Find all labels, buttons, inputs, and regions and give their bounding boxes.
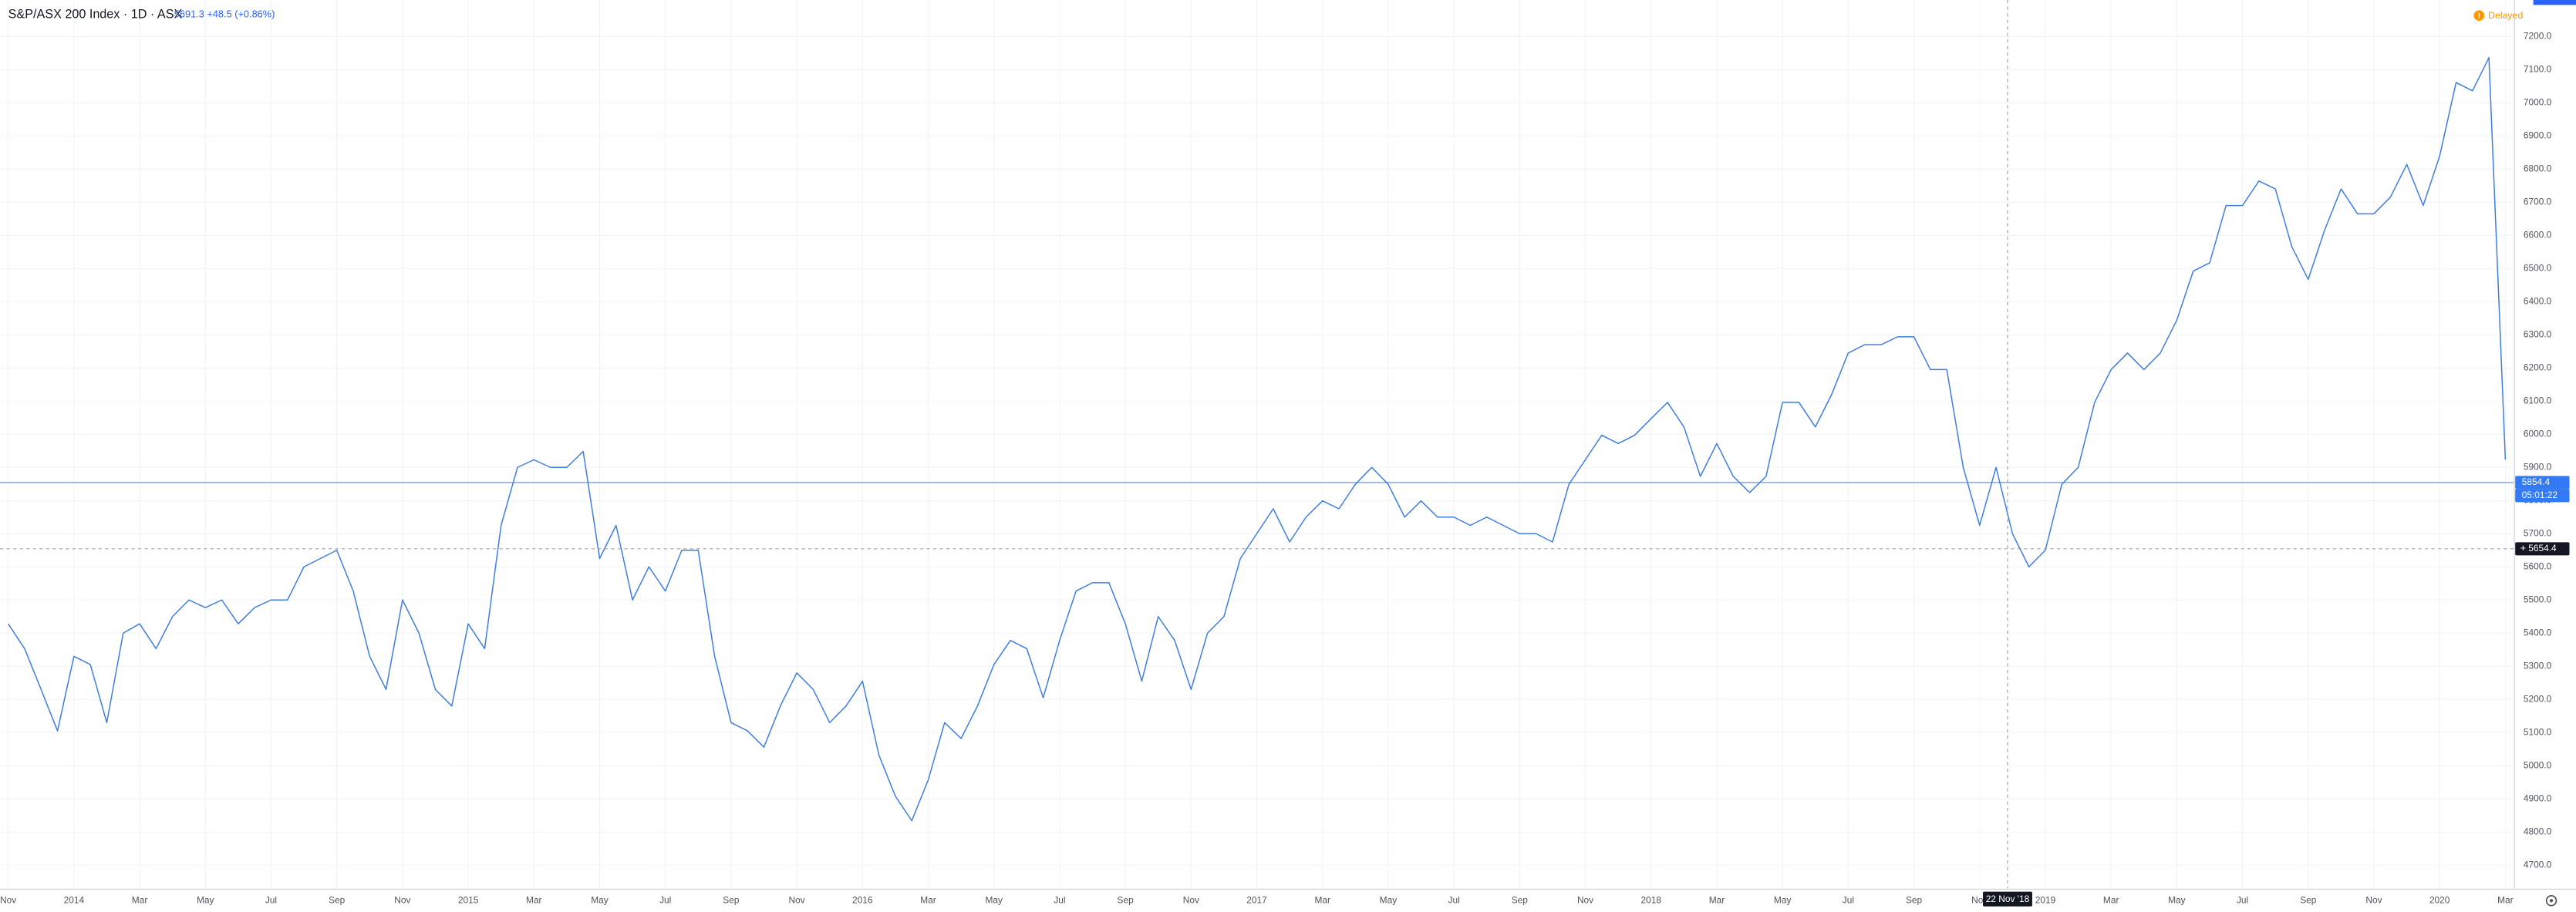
prev-close-box <box>2515 542 2570 556</box>
x-tick-label: Nov <box>1577 894 1593 905</box>
x-tick-label: May <box>197 894 214 905</box>
y-tick-label: 6300.0 <box>2524 328 2552 339</box>
y-tick-label: 7200.0 <box>2524 30 2552 41</box>
y-tick-label: 6600.0 <box>2524 229 2552 240</box>
y-tick-label: 6200.0 <box>2524 362 2552 372</box>
y-tick-label: 6500.0 <box>2524 262 2552 273</box>
countdown-box <box>2515 489 2570 503</box>
x-tick-label: Sep <box>329 894 346 905</box>
settings-gear[interactable] <box>2545 895 2557 907</box>
x-tick-label: Jul <box>1843 894 1854 905</box>
x-tick-label: Sep <box>1906 894 1923 905</box>
y-tick-label: 5900.0 <box>2524 461 2552 472</box>
x-tick-label: Sep <box>2300 894 2317 905</box>
x-tick-label: Jul <box>2237 894 2248 905</box>
x-tick-label: May <box>2168 894 2186 905</box>
top-button[interactable] <box>2533 0 2576 5</box>
current-price-box <box>2515 476 2570 490</box>
settings-gear-center[interactable] <box>2549 899 2554 903</box>
x-tick-label: Mar <box>526 894 542 905</box>
x-tick-label: Nov <box>1183 894 1199 905</box>
x-tick-label: Mar <box>920 894 936 905</box>
y-tick-label: 5200.0 <box>2524 693 2552 704</box>
y-tick-label: 7000.0 <box>2524 96 2552 107</box>
prev-close-plus: + <box>2520 542 2526 554</box>
y-tick-label: 5100.0 <box>2524 726 2552 737</box>
y-tick-label: 6700.0 <box>2524 196 2552 207</box>
y-tick-label: 5700.0 <box>2524 527 2552 538</box>
y-tick-label: 6900.0 <box>2524 130 2552 140</box>
y-tick-label: 5400.0 <box>2524 627 2552 638</box>
x-tick-label: Jul <box>265 894 277 905</box>
x-tick-label: Sep <box>1512 894 1529 905</box>
x-tick-label: Nov <box>0 894 16 905</box>
x-tick-label: Jul <box>1054 894 1065 905</box>
x-tick-label: 2018 <box>1641 894 1662 905</box>
x-tick-label: May <box>591 894 609 905</box>
y-tick-label: 5000.0 <box>2524 759 2552 770</box>
x-tick-label: Nov <box>2365 894 2382 905</box>
x-tick-label: May <box>985 894 1003 905</box>
x-tick-label: 2020 <box>2429 894 2450 905</box>
settings-icon[interactable] <box>2545 895 2557 907</box>
current-price-label: 5854.4 <box>2522 476 2551 487</box>
crosshair-date-label: 22 Nov '18 <box>1986 893 2030 904</box>
y-tick-label: 6100.0 <box>2524 395 2552 406</box>
x-tick-label: Jul <box>659 894 671 905</box>
y-tick-label: 6800.0 <box>2524 163 2552 173</box>
x-tick-label: Jul <box>1448 894 1460 905</box>
x-tick-label: Sep <box>723 894 740 905</box>
x-tick-label: 2014 <box>64 894 85 905</box>
price-change: +48.5 (+0.86%) <box>207 8 275 20</box>
x-tick-label: May <box>1774 894 1792 905</box>
x-tick-label: 2016 <box>852 894 873 905</box>
y-tick-label: 5600.0 <box>2524 560 2552 571</box>
countdown-label: 05:01:22 <box>2522 490 2558 500</box>
x-tick-label: Mar <box>1709 894 1725 905</box>
x-tick-label: Nov <box>789 894 805 905</box>
y-tick-label: 4900.0 <box>2524 793 2552 803</box>
x-tick-label: Mar <box>132 894 148 905</box>
crosshair-date-box <box>1983 891 2032 907</box>
x-tick-label: Mar <box>1314 894 1330 905</box>
y-tick-label: 6000.0 <box>2524 428 2552 439</box>
delayed-icon <box>2473 10 2485 22</box>
x-tick-label: Nov <box>394 894 410 905</box>
x-tick-label: 2019 <box>2035 894 2056 905</box>
prev-close-label: 5654.4 <box>2528 543 2557 554</box>
y-tick-label: 5300.0 <box>2524 660 2552 671</box>
y-tick-label: 6400.0 <box>2524 295 2552 306</box>
y-tick-label: 5500.0 <box>2524 594 2552 604</box>
delayed-status[interactable]: Delayed <box>2488 10 2523 21</box>
x-tick-label: Sep <box>1118 894 1135 905</box>
price-line <box>8 57 2507 822</box>
y-tick-label: 4700.0 <box>2524 859 2552 870</box>
x-tick-label: May <box>1380 894 1398 905</box>
symbol-title: S&P/ASX 200 Index · 1D · ASX <box>8 7 183 21</box>
x-tick-label: 2015 <box>458 894 479 905</box>
x-tick-label: Mar <box>2497 894 2514 905</box>
y-tick-label: 4800.0 <box>2524 826 2552 836</box>
delayed-icon-mark: ! <box>2478 12 2480 20</box>
x-tick-label: 2017 <box>1246 894 1267 905</box>
x-tick-label: Mar <box>2103 894 2119 905</box>
last-price: 5691.3 <box>174 8 204 20</box>
y-tick-label: 7100.0 <box>2524 63 2552 74</box>
